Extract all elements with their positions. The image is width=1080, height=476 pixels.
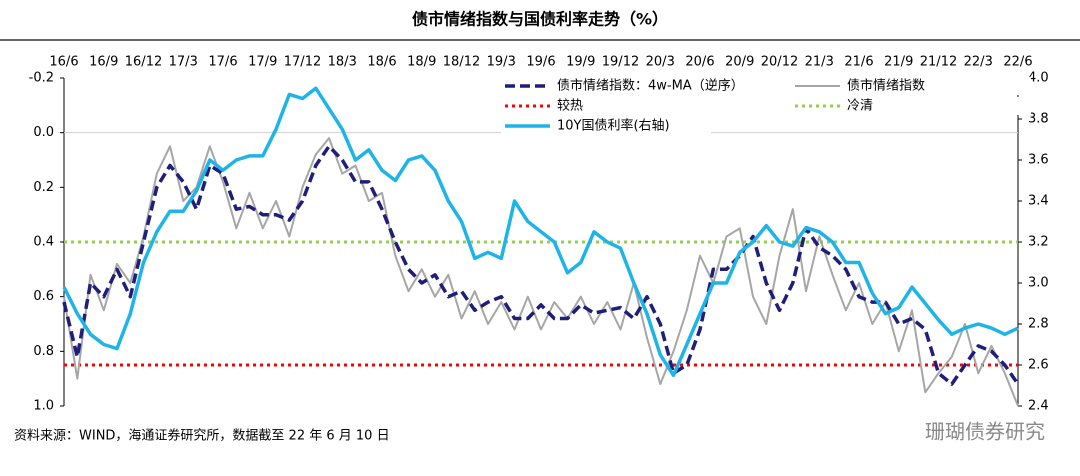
series-line — [63, 137, 1019, 407]
x-tick-label: 21/12 — [920, 55, 957, 70]
x-tick-label: 20/12 — [761, 55, 798, 70]
y2-tick-label: 4.0 — [1028, 71, 1049, 86]
x-tick-label: 21/9 — [884, 55, 913, 70]
x-tick-label: 16/6 — [49, 55, 78, 70]
x-tick-label: 22/3 — [964, 55, 993, 70]
x-tick-label: 19/9 — [566, 55, 595, 70]
y-tick-label: 0.6 — [33, 289, 54, 304]
x-tick-label: 21/3 — [805, 55, 834, 70]
y-tick-label: 1.0 — [33, 399, 54, 414]
legend-label: 较热 — [557, 99, 583, 114]
y2-tick-label: 3.2 — [1028, 235, 1049, 250]
legend-bg — [791, 97, 1031, 115]
x-tick-label: 19/3 — [487, 55, 516, 70]
y2-tick-label: 3.8 — [1028, 112, 1049, 127]
y-tick-label: -0.2 — [29, 71, 54, 86]
series-line — [62, 144, 1020, 386]
legend-label: 冷清 — [847, 99, 873, 114]
legend-bg — [501, 97, 741, 115]
x-tick-label: 17/6 — [208, 55, 237, 70]
y-tick-label: 0.0 — [33, 125, 54, 140]
legend-label: 10Y国债利率(右轴) — [557, 118, 670, 134]
chart-title: 债市情绪指数与国债利率走势（%） — [412, 10, 668, 29]
y-tick-label: 0.8 — [33, 344, 54, 359]
x-tick-label: 18/6 — [367, 55, 396, 70]
x-tick-label: 17/12 — [284, 55, 321, 70]
y-tick-label: 0.4 — [33, 235, 54, 250]
legend-bg — [791, 77, 1031, 95]
legend-bg — [501, 117, 711, 135]
x-tick-label: 20/9 — [725, 55, 754, 70]
y-tick-label: 0.2 — [33, 180, 54, 195]
x-tick-label: 22/6 — [1003, 55, 1032, 70]
x-tick-label: 18/3 — [328, 55, 357, 70]
x-tick-label: 17/9 — [248, 55, 277, 70]
x-tick-label: 16/9 — [89, 55, 118, 70]
y2-tick-label: 2.8 — [1028, 317, 1049, 332]
x-tick-label: 18/12 — [443, 55, 480, 70]
x-tick-label: 20/3 — [646, 55, 675, 70]
legend-label: 债市情绪指数：4w-MA（逆序） — [557, 78, 744, 94]
x-tick-label: 18/9 — [407, 55, 436, 70]
series-line — [62, 86, 1019, 378]
x-tick-label: 21/6 — [844, 55, 873, 70]
y2-tick-label: 2.6 — [1028, 358, 1049, 373]
legend-bg — [501, 77, 741, 95]
x-tick-label: 16/12 — [125, 55, 162, 70]
x-tick-label: 20/6 — [685, 55, 714, 70]
x-tick-label: 19/6 — [526, 55, 555, 70]
legend-label: 债市情绪指数 — [847, 78, 925, 94]
y2-tick-label: 3.4 — [1028, 194, 1049, 209]
x-tick-label: 17/3 — [169, 55, 198, 70]
watermark: 珊瑚债券研究 — [925, 420, 1045, 444]
y2-tick-label: 3.6 — [1028, 153, 1049, 168]
source: 资料来源：WIND，海通证券研究所，数据截至 22 年 6 月 10 日 — [14, 428, 390, 444]
y2-tick-label: 3.0 — [1028, 276, 1049, 291]
y2-tick-label: 2.4 — [1028, 399, 1049, 414]
x-tick-label: 19/12 — [602, 55, 639, 70]
